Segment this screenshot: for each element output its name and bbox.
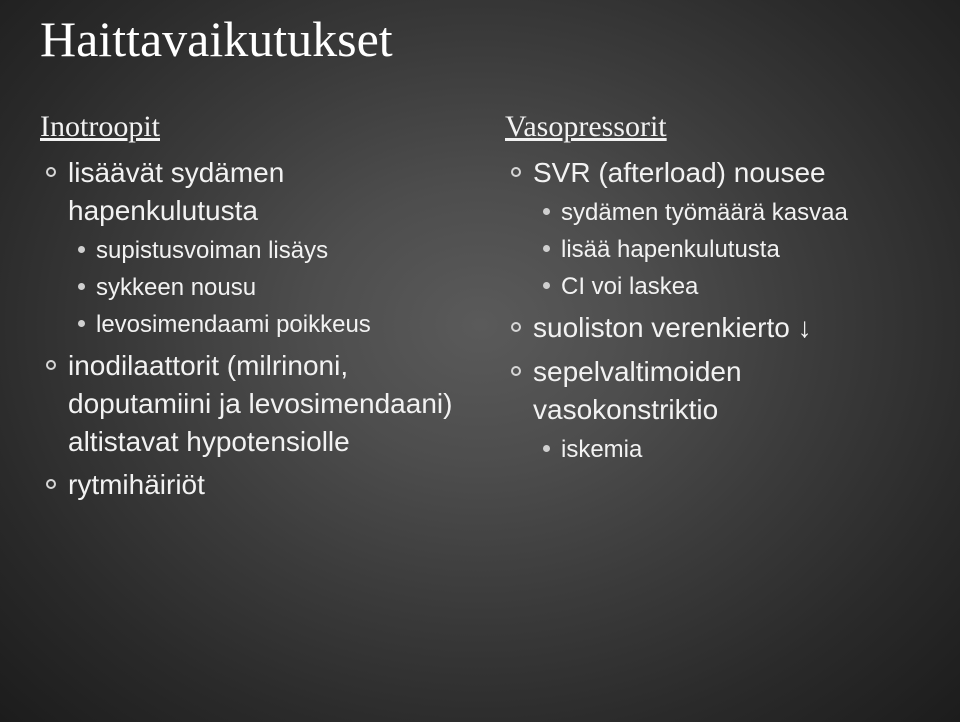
list-item: rytmihäiriöt (40, 466, 455, 504)
columns: Inotroopit lisäävät sydämen hapenkulutus… (40, 110, 920, 510)
list-item: supistusvoiman lisäys (68, 234, 455, 267)
left-list: lisäävät sydämen hapenkulutusta supistus… (40, 154, 455, 504)
list-item-text: supistusvoiman lisäys (96, 237, 328, 264)
list-item-text: suoliston verenkierto ↓ (533, 312, 812, 343)
list-item: levosimendaami poikkeus (68, 308, 455, 341)
right-heading: Vasopressorit (505, 110, 920, 144)
left-heading: Inotroopit (40, 110, 455, 144)
list-item-text: iskemia (561, 436, 642, 463)
list-item-text: SVR (afterload) nousee (533, 157, 826, 188)
list-item: sykkeen nousu (68, 271, 455, 304)
list-item: lisää hapenkulutusta (533, 233, 920, 266)
list-item: inodilaattorit (milrinoni, doputamiini j… (40, 347, 455, 460)
slide: Haittavaikutukset Inotroopit lisäävät sy… (0, 0, 960, 722)
slide-title: Haittavaikutukset (40, 10, 920, 68)
left-column: Inotroopit lisäävät sydämen hapenkulutus… (40, 110, 455, 510)
list-item: lisäävät sydämen hapenkulutusta supistus… (40, 154, 455, 341)
sub-list: supistusvoiman lisäys sykkeen nousu levo… (68, 234, 455, 341)
list-item-text: sydämen työmäärä kasvaa (561, 199, 848, 226)
list-item-text: lisää hapenkulutusta (561, 236, 780, 263)
list-item-text: sepelvaltimoiden vasokonstriktio (533, 356, 742, 425)
sub-list: sydämen työmäärä kasvaa lisää hapenkulut… (533, 196, 920, 303)
list-item: iskemia (533, 433, 920, 466)
right-list: SVR (afterload) nousee sydämen työmäärä … (505, 154, 920, 466)
list-item: sepelvaltimoiden vasokonstriktio iskemia (505, 353, 920, 466)
list-item-text: sykkeen nousu (96, 274, 256, 301)
list-item: SVR (afterload) nousee sydämen työmäärä … (505, 154, 920, 303)
list-item: CI voi laskea (533, 270, 920, 303)
sub-list: iskemia (533, 433, 920, 466)
list-item-text: CI voi laskea (561, 273, 698, 300)
list-item: sydämen työmäärä kasvaa (533, 196, 920, 229)
list-item-text: levosimendaami poikkeus (96, 311, 371, 338)
list-item-text: inodilaattorit (milrinoni, doputamiini j… (68, 350, 452, 457)
right-column: Vasopressorit SVR (afterload) nousee syd… (505, 110, 920, 510)
list-item: suoliston verenkierto ↓ (505, 309, 920, 347)
list-item-text: lisäävät sydämen hapenkulutusta (68, 157, 284, 226)
list-item-text: rytmihäiriöt (68, 469, 205, 500)
